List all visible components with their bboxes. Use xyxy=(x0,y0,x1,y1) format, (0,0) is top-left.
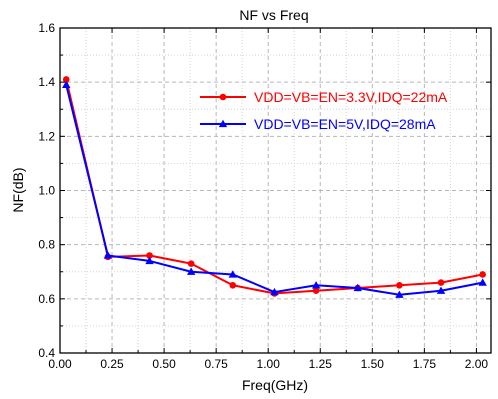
x-tick-label: 2.00 xyxy=(465,357,489,371)
series-2 xyxy=(62,80,487,298)
series-2-point xyxy=(145,256,154,265)
chart-title: NF vs Freq xyxy=(239,7,308,23)
x-axis-title: Freq(GHz) xyxy=(242,377,308,393)
y-tick-label: 0.8 xyxy=(38,238,55,252)
series-2-point xyxy=(311,281,321,289)
series-1-point xyxy=(437,279,445,286)
y-tick-label: 1.4 xyxy=(38,75,55,89)
series-2-point xyxy=(395,290,404,298)
series-1-point xyxy=(312,287,320,295)
series-2-point xyxy=(436,286,446,294)
y-axis-title: NF(dB) xyxy=(10,167,26,212)
series-2-point xyxy=(478,278,487,286)
legend-marker xyxy=(218,119,228,128)
grid-lines xyxy=(60,28,491,353)
x-tick-label: 0.75 xyxy=(204,357,228,371)
x-tick-label: 0.25 xyxy=(100,357,124,371)
y-tick-label: 1.6 xyxy=(38,21,55,35)
y-tick-label: 0.4 xyxy=(38,346,55,360)
series-2-point xyxy=(228,270,238,278)
series-1-point xyxy=(187,260,195,267)
x-tick-label: 1.00 xyxy=(257,357,281,371)
legend: VDD=VB=EN=3.3V,IDQ=22mA VDD=VB=EN=5V,IDQ=… xyxy=(200,89,448,132)
series-2-point xyxy=(62,80,71,89)
axis-ticks: 0.00 0.25 0.50 0.75 1.00 1.25 1.50 1.75 2.00 0.4 0… xyxy=(38,21,491,371)
y-tick-label: 0.6 xyxy=(38,292,55,306)
series-1-point xyxy=(479,271,486,278)
series-2-point xyxy=(103,251,113,259)
series-2-point xyxy=(186,267,196,275)
x-tick-label: 0.00 xyxy=(48,357,72,371)
legend-entry-1: VDD=VB=EN=3.3V,IDQ=22mA xyxy=(200,89,448,105)
series-layer xyxy=(62,76,487,298)
series-1-point xyxy=(396,281,403,289)
y-tick-label: 1.2 xyxy=(38,129,55,143)
y-tick-label: 1.0 xyxy=(38,184,55,198)
x-tick-label: 0.50 xyxy=(152,357,176,371)
legend-label: VDD=VB=EN=3.3V,IDQ=22mA xyxy=(254,89,448,105)
legend-label: VDD=VB=EN=5V,IDQ=28mA xyxy=(254,116,436,132)
legend-entry-2: VDD=VB=EN=5V,IDQ=28mA xyxy=(200,116,436,132)
series-1-point xyxy=(229,281,237,289)
x-tick-label: 1.50 xyxy=(361,357,385,371)
series-2-point xyxy=(270,287,279,296)
series-1-point xyxy=(62,76,70,83)
legend-marker xyxy=(219,93,227,101)
x-tick-label: 1.25 xyxy=(309,357,333,371)
series-2-point xyxy=(353,283,362,292)
series-1-point xyxy=(146,252,153,259)
x-tick-label: 1.75 xyxy=(413,357,437,371)
